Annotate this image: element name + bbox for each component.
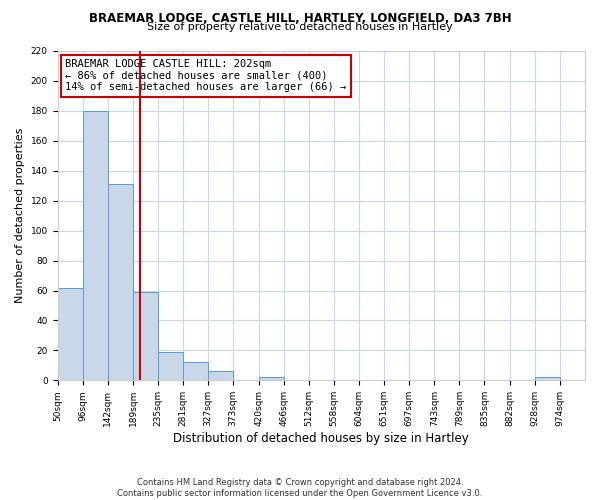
Bar	[183, 362, 208, 380]
Bar	[535, 378, 560, 380]
Bar	[208, 372, 233, 380]
Bar	[259, 378, 284, 380]
X-axis label: Distribution of detached houses by size in Hartley: Distribution of detached houses by size …	[173, 432, 469, 445]
Text: Size of property relative to detached houses in Hartley: Size of property relative to detached ho…	[147, 22, 453, 32]
Bar	[83, 111, 107, 380]
Text: BRAEMAR LODGE CASTLE HILL: 202sqm
← 86% of detached houses are smaller (400)
14%: BRAEMAR LODGE CASTLE HILL: 202sqm ← 86% …	[65, 59, 347, 92]
Bar	[58, 288, 83, 380]
Bar	[107, 184, 133, 380]
Text: Contains HM Land Registry data © Crown copyright and database right 2024.
Contai: Contains HM Land Registry data © Crown c…	[118, 478, 482, 498]
Text: BRAEMAR LODGE, CASTLE HILL, HARTLEY, LONGFIELD, DA3 7BH: BRAEMAR LODGE, CASTLE HILL, HARTLEY, LON…	[89, 12, 511, 26]
Bar	[133, 292, 158, 380]
Y-axis label: Number of detached properties: Number of detached properties	[15, 128, 25, 304]
Bar	[158, 352, 183, 380]
